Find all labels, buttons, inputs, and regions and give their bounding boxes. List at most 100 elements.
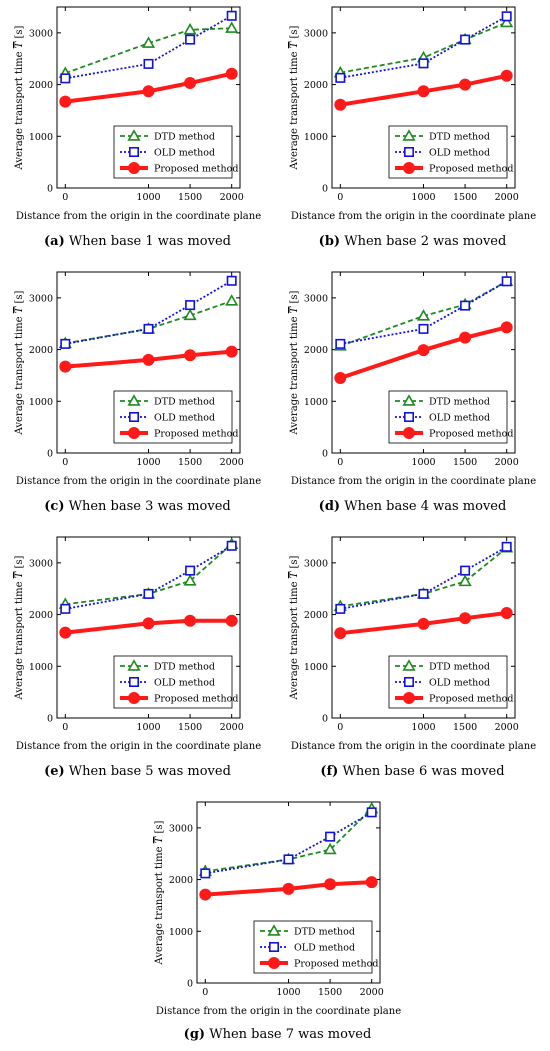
x-tick-label-e: 1000 [136, 722, 160, 733]
data-point-2-3-b [500, 69, 513, 82]
series-1-d [335, 276, 512, 349]
legend-label-1-f: OLD method [429, 678, 490, 689]
data-point-1-1-e [143, 588, 154, 599]
y-tick-label-d: 3000 [304, 293, 328, 304]
legend-marker-1-c [129, 412, 140, 423]
y-axis-label-symbol-e: T [14, 570, 25, 578]
legend-label-2-b: Proposed method [429, 164, 513, 175]
x-axis-label-e: Distance from the origin in the coordina… [16, 741, 261, 752]
legend-marker-2-a [128, 162, 140, 174]
data-point-1-3-e [226, 540, 237, 551]
x-tick-label-g: 0 [202, 987, 208, 998]
x-tick-label-c: 1500 [178, 457, 202, 468]
series-1-a [60, 10, 237, 84]
y-axis-label-text-c: Average transport time [14, 313, 25, 435]
data-point-2-3-d [500, 321, 513, 334]
x-tick-label-g: 2000 [360, 987, 384, 998]
legend-label-2-c: Proposed method [154, 429, 238, 440]
y-axis-label-a: Average transport time T [s] [14, 25, 25, 170]
data-point-2-0-a [59, 95, 72, 108]
caption-a: (a) When base 1 was moved [0, 234, 275, 249]
series-2-f [334, 607, 513, 640]
x-axis-label-g: Distance from the origin in the coordina… [156, 1006, 401, 1017]
series-line-2-f [340, 611, 507, 636]
chart-svg-c: 0 1000 2000 3000 0 1000 1500 2000 Distance from … [14, 271, 261, 487]
legend-label-2-a: Proposed method [154, 164, 238, 175]
y-tick-label-g: 2000 [169, 875, 193, 886]
legend-marker-2-c [128, 427, 140, 439]
y-tick-label-e: 2000 [29, 610, 53, 621]
y-tick-label-g: 3000 [169, 823, 193, 834]
legend-marker-0-b [402, 129, 416, 141]
data-point-1-1-f [418, 588, 429, 599]
legend-marker-0-f [402, 659, 416, 671]
x-tick-label-f: 1500 [453, 722, 477, 733]
data-point-0-3-b [500, 15, 514, 28]
data-point-1-2-b [460, 34, 471, 45]
series-2-a [59, 67, 238, 108]
series-line-1-d [340, 280, 508, 345]
series-line-2-c [65, 349, 232, 369]
caption-e: (e) When base 5 was moved [0, 764, 275, 779]
data-point-1-2-f [460, 565, 471, 576]
legend-marker-0-c [127, 394, 141, 406]
legend-marker-1-e [129, 677, 140, 688]
caption-f: (f) When base 6 was moved [275, 764, 550, 779]
x-tick-label-d: 1500 [453, 457, 477, 468]
legend-label-0-g: DTD method [294, 927, 355, 938]
caption-text-d: When base 4 was moved [344, 499, 507, 514]
legend-label-0-e: DTD method [154, 662, 215, 673]
chart-panel-d: 0 1000 2000 3000 0 1000 1500 2000 Distance from … [275, 265, 550, 525]
data-point-0-2-c [183, 308, 197, 321]
x-axis-label-a: Distance from the origin in the coordina… [16, 211, 261, 222]
x-tick-label-a: 2000 [220, 192, 244, 203]
y-axis-label-text-g: Average transport time [154, 843, 165, 965]
y-axis-label-symbol-g: T [154, 835, 165, 843]
series-line-0-c [65, 300, 232, 345]
legend-label-1-e: OLD method [154, 678, 215, 689]
y-tick-label-a: 3000 [29, 28, 53, 39]
y-axis-label-text-d: Average transport time [289, 313, 300, 435]
caption-d: (d) When base 4 was moved [275, 499, 550, 514]
data-point-2-2-b [459, 78, 472, 91]
y-tick-label-g: 0 [187, 979, 193, 990]
y-tick-label-b: 2000 [304, 80, 328, 91]
caption-text-e: When base 5 was moved [68, 764, 231, 779]
x-tick-label-g: 1000 [276, 987, 300, 998]
legend-marker-1-f [404, 677, 415, 688]
y-tick-label-a: 1000 [29, 132, 53, 143]
data-point-2-1-e [142, 617, 155, 630]
y-tick-label-d: 2000 [304, 345, 328, 356]
data-point-2-0-d [334, 372, 347, 385]
data-point-2-1-b [417, 85, 430, 98]
caption-c: (c) When base 3 was moved [0, 499, 275, 514]
x-tick-label-b: 2000 [495, 192, 519, 203]
y-axis-label-text-f: Average transport time [289, 578, 300, 700]
y-tick-label-f: 1000 [304, 662, 328, 673]
x-tick-label-a: 1000 [136, 192, 160, 203]
data-point-2-3-c [225, 345, 238, 358]
y-tick-label-a: 0 [47, 184, 53, 195]
data-point-0-2-e [183, 574, 197, 586]
data-point-0-2-a [183, 22, 197, 35]
series-line-0-a [65, 27, 232, 75]
legend-label-0-a: DTD method [154, 132, 215, 143]
chart-panel-e: 0 1000 2000 3000 0 1000 1500 2000 Distance from … [0, 530, 275, 790]
x-axis-label-d: Distance from the origin in the coordina… [291, 476, 536, 487]
chart-panel-f: 0 1000 2000 3000 0 1000 1500 2000 Distance from … [275, 530, 550, 790]
series-line-1-a [65, 15, 233, 80]
data-point-1-0-c [60, 338, 71, 349]
y-axis-label-symbol-b: T [289, 40, 300, 48]
data-point-1-0-f [335, 603, 346, 614]
series-0-d [333, 274, 514, 351]
legend-marker-2-f [403, 692, 415, 704]
series-1-f [335, 541, 512, 614]
y-axis-label-symbol-f: T [289, 570, 300, 578]
caption-g: (g) When base 7 was moved [140, 1027, 415, 1042]
y-axis-label-text-b: Average transport time [289, 48, 300, 170]
data-point-1-0-e [60, 603, 71, 614]
legend-marker-1-b [404, 147, 415, 158]
series-2-e [59, 614, 238, 639]
y-tick-label-f: 2000 [304, 610, 328, 621]
x-tick-label-b: 1500 [453, 192, 477, 203]
